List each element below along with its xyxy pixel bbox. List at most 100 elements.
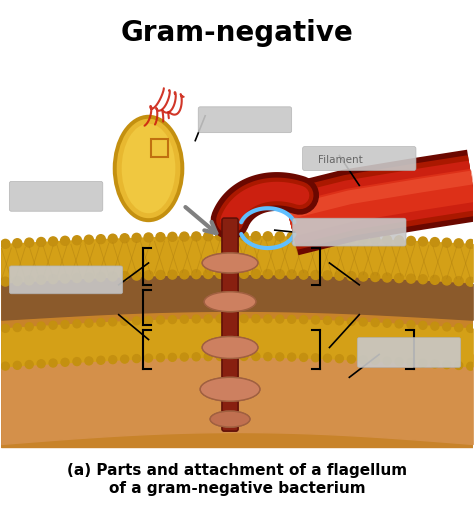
Circle shape [300,353,308,361]
Circle shape [311,233,320,242]
Circle shape [61,358,69,366]
Circle shape [323,271,332,280]
Circle shape [383,273,392,282]
FancyBboxPatch shape [357,337,461,367]
FancyBboxPatch shape [9,181,103,211]
Circle shape [323,317,331,324]
Circle shape [156,270,165,279]
Circle shape [455,361,463,370]
Circle shape [120,234,129,243]
Circle shape [49,237,57,246]
Circle shape [228,315,236,323]
Ellipse shape [204,292,256,312]
Circle shape [359,272,368,281]
Circle shape [228,232,237,241]
Circle shape [407,274,415,283]
Circle shape [109,318,117,326]
Ellipse shape [204,292,256,312]
Circle shape [419,237,428,246]
Circle shape [133,317,141,325]
Circle shape [96,272,105,281]
Ellipse shape [202,253,258,273]
Circle shape [216,269,225,278]
Circle shape [204,315,212,323]
Circle shape [36,238,46,246]
Circle shape [25,276,34,285]
Circle shape [228,352,236,360]
Circle shape [180,315,188,323]
Circle shape [383,235,392,244]
Circle shape [419,359,427,367]
Circle shape [276,315,284,323]
Circle shape [25,323,33,331]
Circle shape [216,232,225,241]
Circle shape [454,239,463,248]
Circle shape [25,360,33,369]
Circle shape [466,324,474,332]
Bar [151,138,168,157]
Circle shape [276,353,284,361]
Circle shape [168,232,177,241]
Circle shape [275,270,284,279]
Circle shape [442,238,451,247]
FancyBboxPatch shape [222,218,238,431]
FancyBboxPatch shape [9,266,123,294]
Circle shape [192,270,201,278]
Circle shape [25,238,34,247]
Circle shape [180,270,189,279]
Ellipse shape [202,336,258,358]
Circle shape [311,316,319,324]
Circle shape [359,318,367,326]
Circle shape [311,354,319,362]
Circle shape [335,234,344,242]
Ellipse shape [117,119,180,218]
Circle shape [299,270,308,279]
Circle shape [85,319,93,327]
Circle shape [394,236,403,245]
Circle shape [264,353,272,361]
Circle shape [1,277,10,286]
Circle shape [335,271,344,280]
Circle shape [287,270,296,279]
Circle shape [204,353,212,360]
Circle shape [371,272,380,281]
Circle shape [383,357,391,365]
Circle shape [264,270,272,278]
Circle shape [37,360,45,368]
Circle shape [120,271,129,280]
Circle shape [132,233,141,242]
Circle shape [84,235,93,244]
Circle shape [168,316,176,324]
Circle shape [443,361,451,369]
Circle shape [251,269,260,278]
Circle shape [454,276,463,286]
Circle shape [145,317,153,324]
FancyBboxPatch shape [302,147,416,171]
Circle shape [97,356,105,364]
Circle shape [13,361,21,370]
Circle shape [288,315,296,323]
Circle shape [430,275,439,285]
Circle shape [168,353,176,361]
Circle shape [288,353,296,361]
Ellipse shape [122,124,175,213]
Text: (a) Parts and attachment of a flagellum: (a) Parts and attachment of a flagellum [67,463,407,478]
Circle shape [156,316,164,324]
Circle shape [251,232,260,241]
Circle shape [61,321,69,328]
Circle shape [13,276,22,286]
Circle shape [145,354,153,362]
Circle shape [371,356,379,364]
Circle shape [133,355,141,362]
Circle shape [228,269,237,278]
Circle shape [264,232,272,241]
Circle shape [466,277,474,286]
Circle shape [204,270,213,278]
Circle shape [73,320,81,328]
Text: Gram-negative: Gram-negative [120,19,354,47]
Circle shape [407,321,415,329]
Circle shape [85,357,93,365]
Circle shape [192,232,201,241]
Bar [1,248,473,447]
FancyBboxPatch shape [222,218,238,431]
